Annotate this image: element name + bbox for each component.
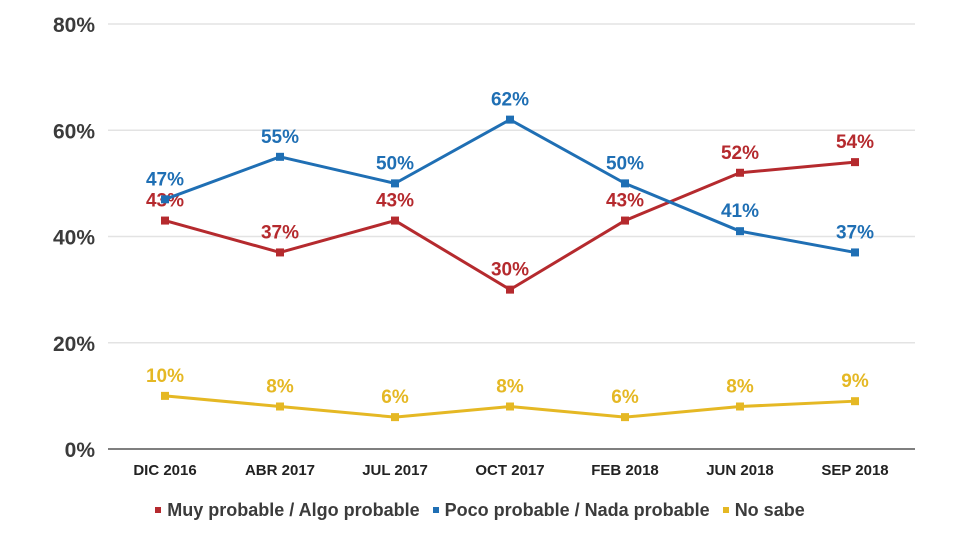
data-label: 43% (376, 191, 414, 212)
data-label: 54% (836, 132, 874, 153)
data-point (851, 397, 859, 406)
y-tick-label: 80% (53, 14, 95, 37)
x-tick-label: ABR 2017 (245, 462, 315, 479)
data-label: 30% (491, 260, 529, 281)
data-point (391, 216, 399, 225)
data-point (161, 195, 169, 204)
data-label: 9% (841, 371, 869, 392)
legend-swatch-blue-icon (432, 507, 439, 513)
data-label: 8% (496, 377, 524, 398)
data-label: 62% (491, 90, 529, 111)
data-label: 37% (836, 222, 874, 243)
y-axis: 0% 20% 40% 60% 80% (53, 14, 95, 462)
x-tick-label: SEP 2018 (821, 462, 888, 479)
data-point (276, 152, 284, 161)
series-no-sabe: 10% 8% 6% 8% 6% 8% 9% (146, 366, 869, 422)
data-point (736, 227, 744, 236)
data-label: 37% (261, 222, 299, 243)
data-point (851, 248, 859, 257)
legend-label: No sabe (734, 499, 805, 520)
x-tick-label: OCT 2017 (475, 462, 544, 479)
data-label: 8% (266, 377, 294, 398)
data-point (276, 248, 284, 257)
gridlines (108, 23, 915, 450)
series-poco-probable-nada-probable: 47% 55% 50% 62% 50% 41% 37% (146, 90, 874, 257)
legend-label: Poco probable / Nada probable (444, 499, 710, 520)
legend-swatch-red-icon (155, 507, 162, 513)
data-label: 50% (606, 153, 644, 174)
data-label: 41% (721, 201, 759, 222)
x-tick-label: DIC 2016 (133, 462, 196, 479)
legend-item-no-sabe: No sabe (722, 499, 805, 521)
data-point (506, 285, 514, 294)
y-tick-label: 0% (65, 439, 96, 462)
data-point (621, 413, 629, 422)
series-group: 43%37%43%30%43%52%54%47%55%50%62%50%41%3… (146, 90, 874, 422)
legend-swatch-yellow-icon (722, 507, 729, 513)
data-label: 55% (261, 127, 299, 148)
data-point (621, 216, 629, 225)
data-label: 43% (606, 191, 644, 212)
data-point (736, 168, 744, 177)
data-point (736, 402, 744, 411)
data-label: 10% (146, 366, 184, 387)
data-point (391, 179, 399, 188)
data-point (506, 402, 514, 411)
x-tick-label: FEB 2018 (591, 462, 659, 479)
legend-item-muy-probable: Muy probable / Algo probable (155, 499, 420, 521)
x-tick-label: JUN 2018 (706, 462, 774, 479)
data-label: 50% (376, 153, 414, 174)
data-point (161, 391, 169, 400)
data-point (851, 158, 859, 167)
data-point (506, 115, 514, 124)
data-label: 47% (146, 169, 184, 190)
data-point (161, 216, 169, 225)
data-point (276, 402, 284, 411)
data-point (621, 179, 629, 188)
y-tick-label: 40% (53, 227, 95, 250)
legend: Muy probable / Algo probable Poco probab… (0, 497, 960, 521)
data-point (391, 413, 399, 422)
data-label: 6% (611, 387, 639, 408)
y-tick-label: 20% (53, 333, 95, 356)
x-axis: DIC 2016 ABR 2017 JUL 2017 OCT 2017 FEB 2018… (133, 462, 888, 479)
x-tick-label: JUL 2017 (362, 462, 428, 479)
legend-item-poco-probable: Poco probable / Nada probable (432, 499, 710, 521)
data-label: 8% (726, 377, 754, 398)
legend-label: Muy probable / Algo probable (167, 499, 420, 520)
y-tick-label: 60% (53, 120, 95, 143)
data-label: 6% (381, 387, 409, 408)
series-muy-probable-algo-probable: 43%37%43%30%43%52%54% (146, 132, 874, 294)
data-label: 52% (721, 143, 759, 164)
